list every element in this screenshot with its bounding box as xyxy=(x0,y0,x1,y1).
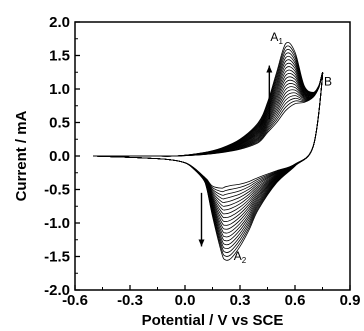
y-tick-label: 0.5 xyxy=(49,115,70,132)
x-tick-label: 0.9 xyxy=(340,292,361,309)
cv-cycle-line xyxy=(93,48,324,254)
y-tick-label: -0.5 xyxy=(44,182,70,199)
x-tick-label: 0.0 xyxy=(175,292,196,309)
x-tick-label: -0.3 xyxy=(117,292,143,309)
cv-cycle-line xyxy=(93,55,324,246)
cv-cycle-line xyxy=(93,52,324,250)
x-tick-label: 0.6 xyxy=(285,292,306,309)
cv-cycle-line xyxy=(93,42,324,261)
arrow-head xyxy=(198,239,205,247)
y-tick-label: -1.0 xyxy=(44,215,70,232)
x-axis-label: Potential / V vs SCE xyxy=(142,312,284,329)
annotations-layer: A1 B A2 xyxy=(198,30,332,265)
y-tick-label: -1.5 xyxy=(44,249,70,266)
cv-cycle-line xyxy=(93,59,324,242)
cv-cycle-line xyxy=(93,72,324,204)
peak-label: A1 xyxy=(270,30,283,46)
y-tick-label: 1.5 xyxy=(49,48,70,65)
peak-label: A2 xyxy=(234,249,247,265)
cv-cycle-line xyxy=(93,62,324,238)
ticks-layer: -0.6 -0.3 0.0 0.3 0.6 0.9 -2.0 -1.5 -1.0 -0.5 0.0 0… xyxy=(44,14,360,309)
y-tick-label: 0.0 xyxy=(49,148,70,165)
cv-cycle-line xyxy=(93,66,324,234)
cv-cycle-line xyxy=(93,72,324,222)
y-tick-label: -2.0 xyxy=(44,282,70,299)
arrow-head xyxy=(266,65,273,73)
data-layer xyxy=(93,42,324,261)
peak-label: B xyxy=(324,75,332,89)
cv-cycle-line xyxy=(93,72,324,226)
x-tick-label: -0.6 xyxy=(62,292,88,309)
y-tick-label: 2.0 xyxy=(49,14,70,31)
y-tick-label: 1.0 xyxy=(49,81,70,98)
y-axis-label: Current / mA xyxy=(13,110,30,201)
x-tick-label: 0.3 xyxy=(230,292,251,309)
cv-cycle-line xyxy=(93,72,324,200)
